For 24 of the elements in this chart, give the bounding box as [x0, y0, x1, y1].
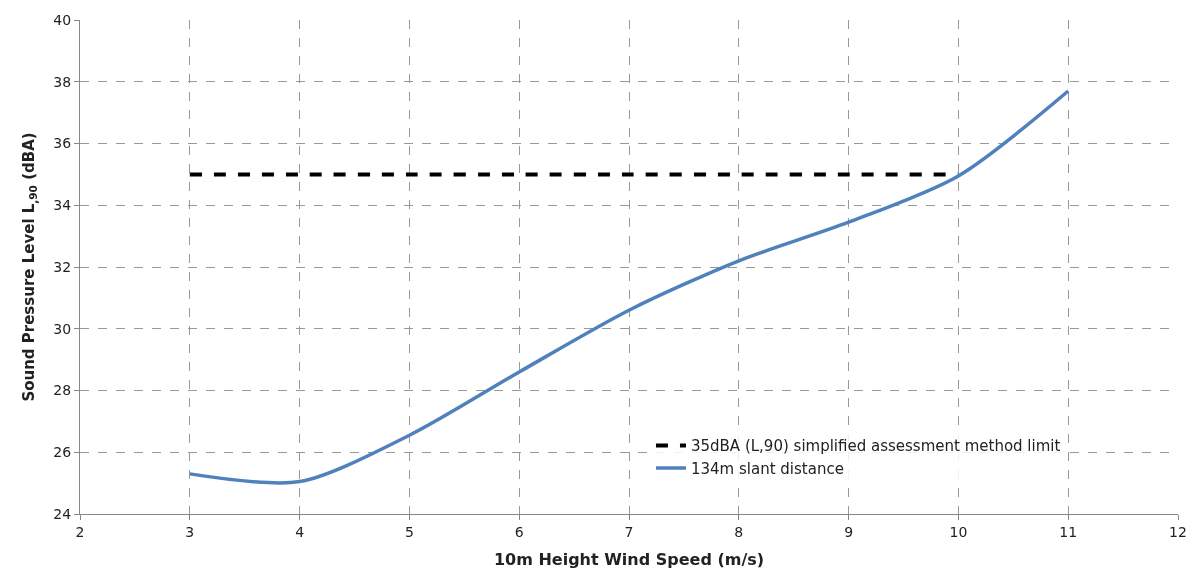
- legend-label: 134m slant distance: [690, 459, 844, 478]
- y-tick-label: 24: [53, 505, 72, 522]
- y-tick-label: 32: [53, 258, 72, 275]
- x-tick-label: 2: [75, 523, 85, 540]
- y-tick-label: 36: [53, 135, 72, 152]
- x-tick-label: 4: [295, 523, 305, 540]
- x-tick-label: 8: [734, 523, 744, 540]
- x-tick-label: 7: [624, 523, 634, 540]
- line-series: [188, 89, 1070, 485]
- x-tick-label: 6: [514, 523, 524, 540]
- y-tick-label: 38: [53, 73, 72, 90]
- x-axis-title: 10m Height Wind Speed (m/s): [493, 550, 765, 570]
- legend-label: 35dBA (L,90) simplified assessment method limit: [690, 437, 1061, 456]
- y-tick-label: 26: [53, 444, 72, 461]
- x-tick-label: 3: [185, 523, 195, 540]
- x-tick-label: 12: [1169, 523, 1187, 540]
- y-tick-label: 40: [53, 11, 72, 28]
- y-tick-label: 30: [53, 320, 72, 337]
- x-tick-label: 10: [949, 523, 968, 540]
- x-tick-label: 9: [844, 523, 854, 540]
- y-tick-label: 34: [53, 197, 72, 214]
- x-tick-label: 5: [404, 523, 414, 540]
- x-tick-label: 11: [1059, 523, 1078, 540]
- y-tick-label: 28: [53, 382, 72, 399]
